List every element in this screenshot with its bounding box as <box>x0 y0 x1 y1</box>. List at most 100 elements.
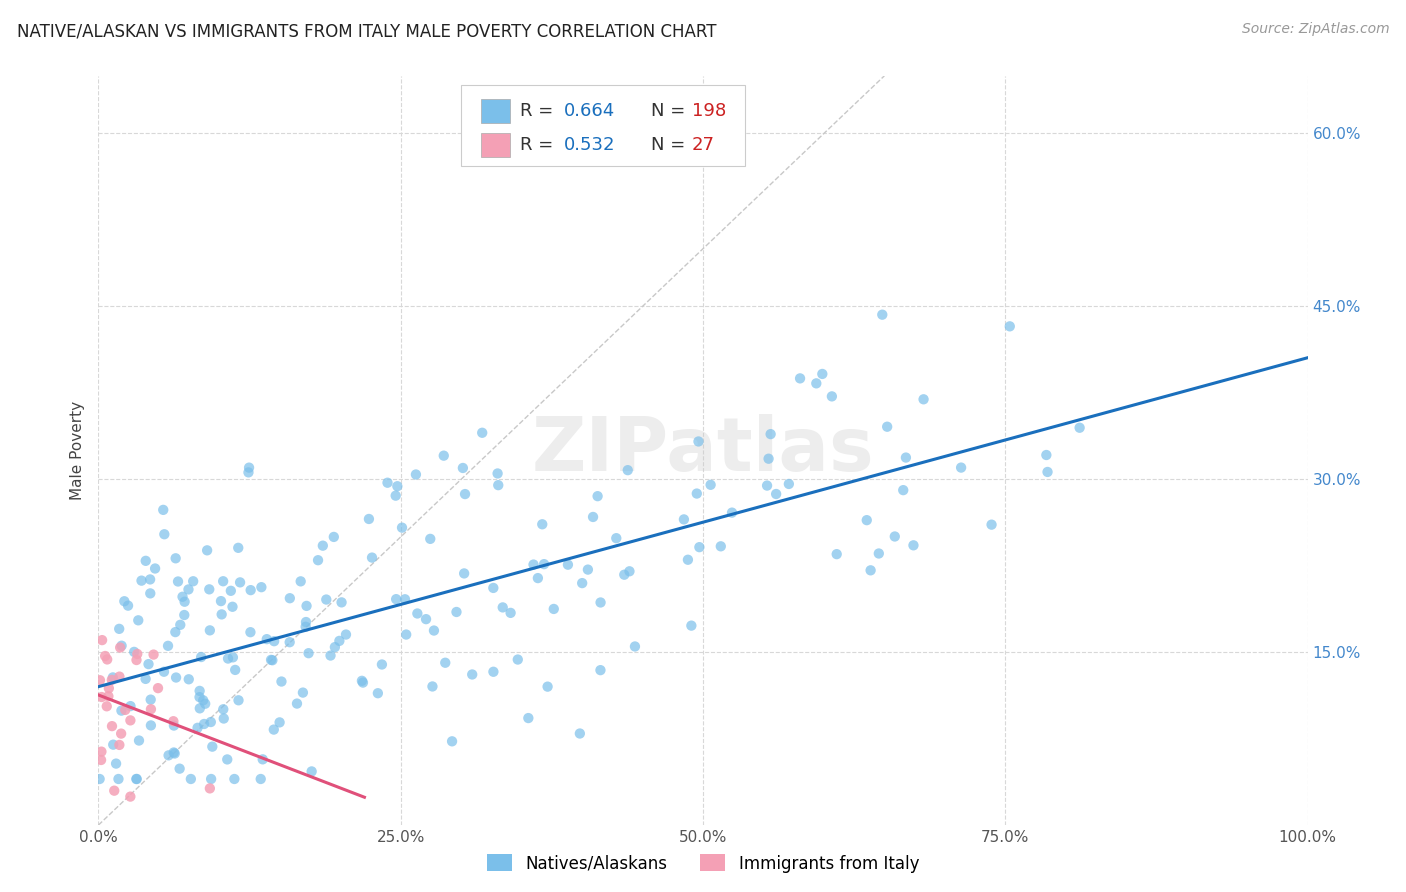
Point <box>361 550 384 565</box>
Point <box>582 510 605 524</box>
Point <box>157 639 180 653</box>
Point <box>138 657 160 672</box>
Point <box>217 651 239 665</box>
Point <box>125 653 148 667</box>
Point <box>112 594 135 608</box>
Point <box>188 690 211 705</box>
Point <box>377 475 399 490</box>
Point <box>108 738 131 752</box>
Point <box>226 541 249 555</box>
Point <box>1035 448 1057 462</box>
Point <box>96 652 118 666</box>
Point <box>295 599 318 613</box>
Point <box>229 575 252 590</box>
Point <box>172 590 194 604</box>
Point <box>825 547 848 561</box>
Point <box>260 653 283 667</box>
Point <box>200 714 222 729</box>
Point <box>616 463 638 477</box>
Point <box>446 605 468 619</box>
Point <box>131 574 153 588</box>
Point <box>146 681 169 695</box>
Point <box>139 573 162 587</box>
Point <box>103 783 125 797</box>
Point <box>451 461 474 475</box>
Point <box>180 772 202 786</box>
Point <box>238 460 260 475</box>
Point <box>301 764 323 779</box>
Point <box>543 602 565 616</box>
Point <box>290 574 312 589</box>
Point <box>531 517 554 532</box>
Point <box>903 538 925 552</box>
Point <box>201 739 224 754</box>
Point <box>394 592 416 607</box>
Text: 0.664: 0.664 <box>564 102 616 120</box>
Point <box>778 477 800 491</box>
Point <box>101 670 124 684</box>
Point <box>471 425 494 440</box>
Point <box>335 627 357 641</box>
Text: Source: ZipAtlas.com: Source: ZipAtlas.com <box>1241 22 1389 37</box>
Point <box>357 512 380 526</box>
Text: R =: R = <box>520 102 560 120</box>
Point <box>319 648 342 663</box>
FancyBboxPatch shape <box>461 85 745 166</box>
Text: N =: N = <box>651 102 690 120</box>
Point <box>586 489 609 503</box>
Point <box>461 667 484 681</box>
Point <box>263 723 285 737</box>
Point <box>188 684 211 698</box>
Point <box>256 632 278 647</box>
Point <box>228 693 250 707</box>
Point <box>209 594 232 608</box>
Point <box>224 772 246 786</box>
Point <box>169 762 191 776</box>
Point <box>806 376 828 391</box>
Point <box>190 650 212 665</box>
Point <box>270 674 292 689</box>
Point <box>894 450 917 465</box>
Point <box>212 702 235 716</box>
Point <box>152 503 174 517</box>
Point <box>855 513 877 527</box>
FancyBboxPatch shape <box>481 98 509 122</box>
Point <box>173 595 195 609</box>
Point <box>710 539 733 553</box>
Text: 198: 198 <box>692 102 727 120</box>
Point <box>278 635 301 649</box>
Point <box>224 663 246 677</box>
Point <box>139 702 162 716</box>
Point <box>672 512 695 526</box>
Point <box>323 640 346 654</box>
Point <box>212 712 235 726</box>
Point <box>912 392 935 407</box>
Point <box>811 367 834 381</box>
Text: 0.532: 0.532 <box>564 136 616 154</box>
Point <box>619 564 641 578</box>
Point <box>193 693 215 707</box>
Point <box>676 553 699 567</box>
Point <box>415 612 437 626</box>
Point <box>486 478 509 492</box>
Point <box>350 673 373 688</box>
Point <box>330 595 353 609</box>
Point <box>295 615 318 629</box>
Point <box>163 718 186 732</box>
Point <box>395 627 418 641</box>
Point <box>307 553 329 567</box>
Point <box>198 582 221 597</box>
Point <box>486 467 509 481</box>
Point <box>533 557 555 571</box>
Point <box>499 606 522 620</box>
Point <box>681 618 703 632</box>
Point <box>127 613 149 627</box>
Point <box>89 673 111 688</box>
Point <box>262 653 284 667</box>
Point <box>165 671 187 685</box>
Point <box>103 738 125 752</box>
Point <box>441 734 464 748</box>
Point <box>239 583 262 598</box>
Point <box>239 625 262 640</box>
Point <box>117 599 139 613</box>
